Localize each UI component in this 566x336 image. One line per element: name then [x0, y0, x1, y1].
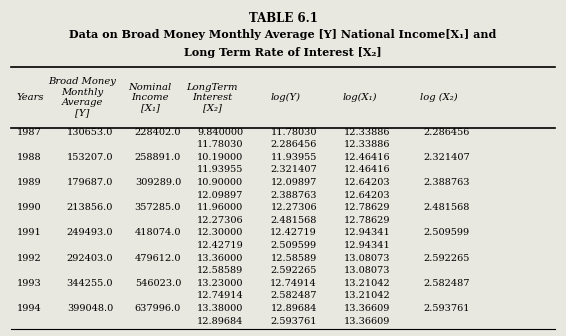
Text: 213856.0: 213856.0	[67, 203, 113, 212]
Text: 1991: 1991	[17, 228, 42, 238]
Text: 2.509599: 2.509599	[424, 228, 470, 238]
Text: 479612.0: 479612.0	[135, 254, 181, 263]
Text: 12.33886: 12.33886	[344, 140, 391, 149]
Text: TABLE 6.1: TABLE 6.1	[248, 12, 318, 25]
Text: 12.09897: 12.09897	[271, 178, 317, 187]
Text: 9.840000: 9.840000	[198, 128, 243, 137]
Text: 12.58589: 12.58589	[197, 266, 243, 275]
Text: 12.27306: 12.27306	[197, 216, 243, 225]
Text: 2.509599: 2.509599	[271, 241, 317, 250]
Text: 13.08073: 13.08073	[344, 254, 391, 263]
Text: log(X₁): log(X₁)	[342, 93, 376, 102]
Text: 130653.0: 130653.0	[67, 128, 113, 137]
Text: 2.286456: 2.286456	[271, 140, 317, 149]
Text: 11.78030: 11.78030	[197, 140, 243, 149]
Text: 12.42719: 12.42719	[196, 241, 243, 250]
Text: 13.36609: 13.36609	[344, 317, 391, 326]
Text: 2.481568: 2.481568	[271, 216, 317, 225]
Text: 12.78629: 12.78629	[344, 216, 391, 225]
Text: 2.388763: 2.388763	[271, 191, 317, 200]
Text: 1988: 1988	[17, 153, 42, 162]
Text: 179687.0: 179687.0	[67, 178, 113, 187]
Text: 12.58589: 12.58589	[271, 254, 317, 263]
Text: 12.74914: 12.74914	[270, 279, 317, 288]
Text: 12.89684: 12.89684	[197, 317, 243, 326]
Text: 1993: 1993	[17, 279, 42, 288]
Text: 1990: 1990	[17, 203, 42, 212]
Text: Nominal
Income
[X₁]: Nominal Income [X₁]	[128, 83, 171, 112]
Text: Broad Money
Monthly
Average
[Y]: Broad Money Monthly Average [Y]	[48, 77, 116, 118]
Text: 12.46416: 12.46416	[344, 165, 391, 174]
Text: 12.30000: 12.30000	[197, 228, 243, 238]
Text: 13.36000: 13.36000	[197, 254, 243, 263]
Text: 12.33886: 12.33886	[344, 128, 391, 137]
Text: 2.321407: 2.321407	[423, 153, 470, 162]
Text: 12.64203: 12.64203	[344, 178, 391, 187]
Text: 1989: 1989	[17, 178, 42, 187]
Text: 2.388763: 2.388763	[423, 178, 470, 187]
Text: LongTerm
Interest
[X₂]: LongTerm Interest [X₂]	[187, 83, 238, 112]
Text: 12.94341: 12.94341	[344, 241, 391, 250]
Text: 13.38000: 13.38000	[197, 304, 243, 313]
Text: 13.21042: 13.21042	[344, 279, 391, 288]
Text: log(Y): log(Y)	[271, 93, 301, 102]
Text: 12.46416: 12.46416	[344, 153, 391, 162]
Text: Years: Years	[17, 93, 45, 102]
Text: 2.592265: 2.592265	[271, 266, 317, 275]
Text: 228402.0: 228402.0	[135, 128, 181, 137]
Text: 11.96000: 11.96000	[197, 203, 243, 212]
Text: 13.21042: 13.21042	[344, 291, 391, 300]
Text: 637996.0: 637996.0	[135, 304, 181, 313]
Text: 12.89684: 12.89684	[271, 304, 317, 313]
Text: 2.582487: 2.582487	[271, 291, 317, 300]
Text: 2.592265: 2.592265	[423, 254, 470, 263]
Text: 2.286456: 2.286456	[423, 128, 470, 137]
Text: 2.481568: 2.481568	[423, 203, 470, 212]
Text: 258891.0: 258891.0	[135, 153, 181, 162]
Text: 12.42719: 12.42719	[270, 228, 317, 238]
Text: 309289.0: 309289.0	[135, 178, 181, 187]
Text: 249493.0: 249493.0	[67, 228, 113, 238]
Text: 2.593761: 2.593761	[271, 317, 317, 326]
Text: Data on Broad Money Monthly Average [Y] National Income[X₁] and: Data on Broad Money Monthly Average [Y] …	[69, 29, 497, 40]
Text: 2.582487: 2.582487	[423, 279, 470, 288]
Text: 11.93955: 11.93955	[271, 153, 317, 162]
Text: 13.36609: 13.36609	[344, 304, 391, 313]
Text: log (X₂): log (X₂)	[420, 93, 457, 102]
Text: 12.94341: 12.94341	[344, 228, 391, 238]
Text: 12.27306: 12.27306	[271, 203, 317, 212]
Text: 11.93955: 11.93955	[197, 165, 243, 174]
Text: 10.19000: 10.19000	[197, 153, 243, 162]
Text: 357285.0: 357285.0	[135, 203, 181, 212]
Text: 13.08073: 13.08073	[344, 266, 391, 275]
Text: 1994: 1994	[17, 304, 42, 313]
Text: 546023.0: 546023.0	[135, 279, 181, 288]
Text: 344255.0: 344255.0	[67, 279, 113, 288]
Text: 153207.0: 153207.0	[67, 153, 113, 162]
Text: 12.64203: 12.64203	[344, 191, 391, 200]
Text: 418074.0: 418074.0	[135, 228, 181, 238]
Text: Long Term Rate of Interest [X₂]: Long Term Rate of Interest [X₂]	[184, 47, 382, 58]
Text: 399048.0: 399048.0	[67, 304, 113, 313]
Text: 13.23000: 13.23000	[197, 279, 243, 288]
Text: 12.09897: 12.09897	[197, 191, 243, 200]
Text: 1987: 1987	[17, 128, 42, 137]
Text: 12.74914: 12.74914	[196, 291, 243, 300]
Text: 11.78030: 11.78030	[271, 128, 317, 137]
Text: 1992: 1992	[17, 254, 42, 263]
Text: 2.321407: 2.321407	[270, 165, 317, 174]
Text: 2.593761: 2.593761	[423, 304, 470, 313]
Text: 10.90000: 10.90000	[198, 178, 243, 187]
Text: 12.78629: 12.78629	[344, 203, 391, 212]
Text: 292403.0: 292403.0	[67, 254, 113, 263]
